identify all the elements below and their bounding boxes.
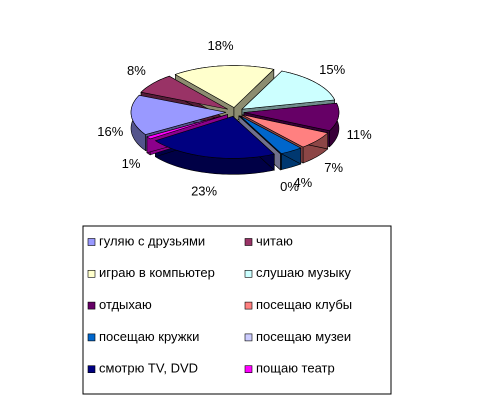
legend-swatch	[244, 365, 253, 374]
data-label: 0%	[280, 179, 299, 194]
legend-label: гуляю с друзьями	[99, 233, 205, 248]
data-label: 15%	[319, 62, 345, 77]
data-label: 7%	[324, 160, 343, 175]
slice	[130, 94, 227, 135]
legend-label: посещаю кружки	[99, 329, 199, 344]
data-label: 1%	[122, 156, 141, 171]
legend-swatch	[87, 238, 96, 246]
data-label: 8%	[127, 63, 146, 78]
data-label: 4%	[293, 175, 312, 190]
legend-label: играю в компьютер	[99, 265, 215, 280]
data-label: 18%	[207, 38, 233, 53]
legend-swatch	[244, 333, 253, 342]
data-label: 16%	[97, 124, 123, 139]
legend-swatch	[87, 301, 96, 310]
legend-label: читаю	[256, 233, 293, 248]
data-labels: 16% 8% 18% 15% 11% 7% 4%0% 23% 1%	[97, 38, 372, 199]
pie-tops	[130, 65, 340, 159]
legend: гуляю с друзьями читаю играю в компьютер сл…	[87, 233, 352, 376]
legend-swatch	[244, 301, 253, 310]
slice	[241, 114, 329, 148]
slice	[238, 115, 281, 155]
legend-swatch	[87, 269, 96, 278]
slice	[140, 75, 229, 110]
legend-label: посещаю клубы	[256, 297, 352, 312]
slice	[146, 114, 228, 140]
legend-label: пощаю театр	[256, 361, 335, 376]
slice	[154, 116, 275, 159]
legend-swatch	[87, 333, 96, 342]
legend-swatch	[244, 238, 253, 246]
slice	[174, 65, 275, 108]
legend-swatch	[87, 365, 96, 374]
legend-label: отдыхаю	[99, 297, 152, 312]
slice	[239, 115, 302, 154]
data-label: 11%	[347, 127, 372, 142]
slice	[243, 102, 340, 132]
slice	[241, 70, 336, 110]
legend-label: слушаю музыку	[256, 265, 351, 280]
legend-label: смотрю TV, DVD	[99, 361, 198, 376]
legend-swatch	[244, 269, 253, 278]
data-label: 23%	[191, 183, 217, 198]
legend-box	[82, 225, 392, 395]
legend-label: посещаю музеи	[256, 329, 351, 344]
